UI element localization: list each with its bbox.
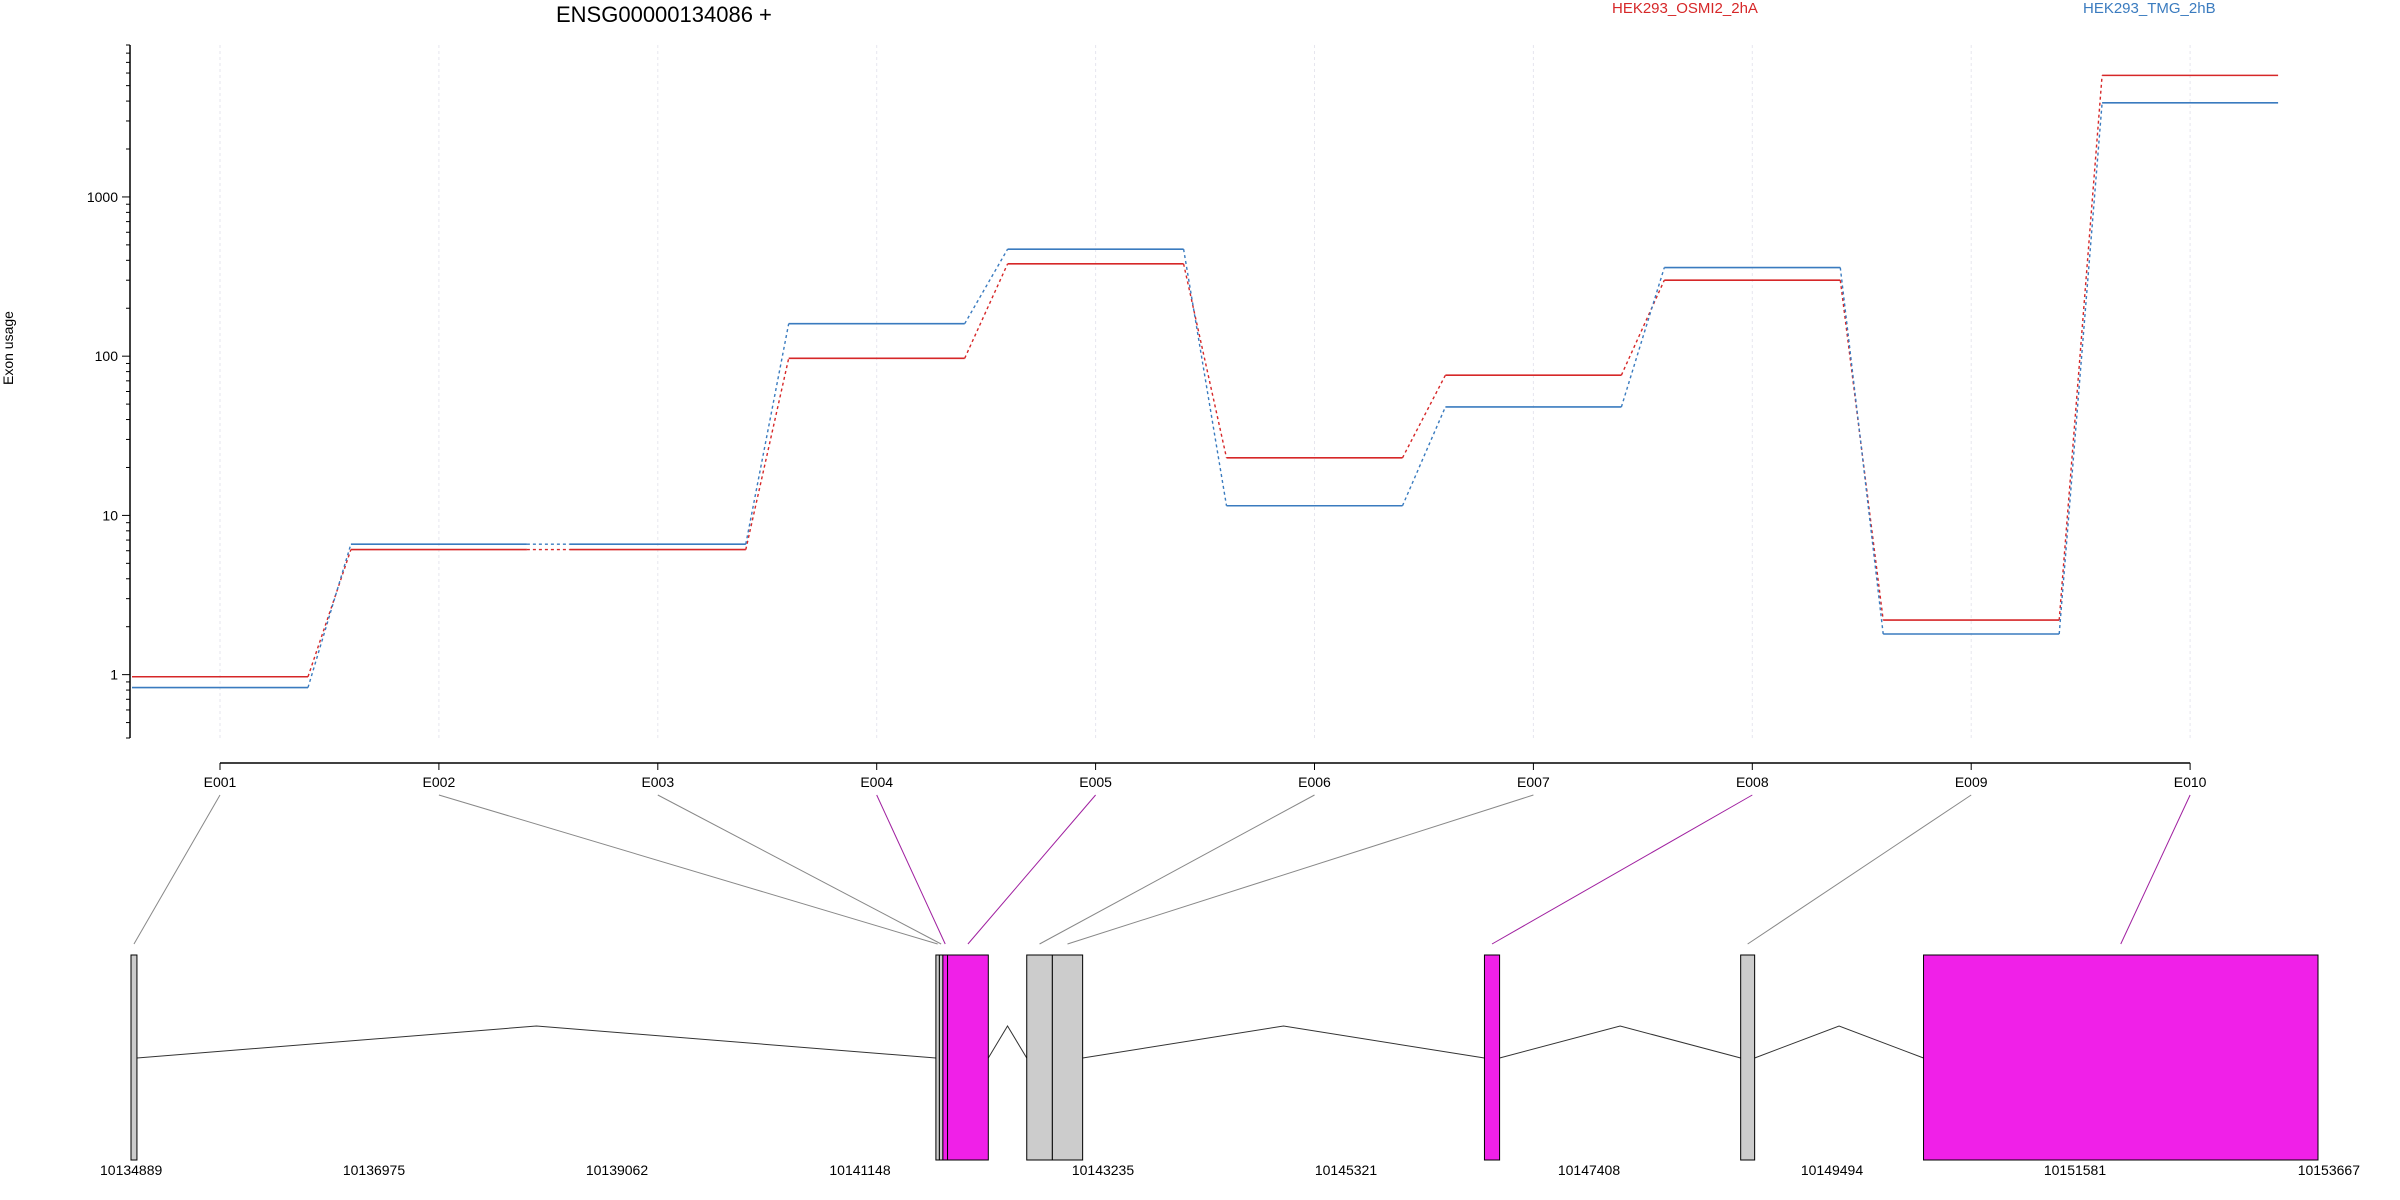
y-tick-label: 100 [95, 348, 119, 364]
exon-e005 [947, 954, 989, 1161]
series-transition [1620, 279, 1665, 376]
series-transition [1401, 374, 1447, 459]
x-tick-label: E007 [1517, 774, 1550, 790]
connector-e003 [657, 794, 942, 945]
connector-e006 [1039, 794, 1315, 945]
coordinate-label: 10143235 [1072, 1162, 1135, 1178]
exon-e009 [1740, 954, 1756, 1161]
series-transition [1839, 280, 1884, 621]
series-transition [1182, 263, 1228, 458]
connector-e008 [1491, 794, 1753, 945]
connector-e005 [967, 794, 1096, 945]
series-lines [132, 74, 2279, 689]
series-transition [1620, 267, 1665, 408]
series-transition [1839, 267, 1884, 635]
exon-e002 [935, 954, 940, 1161]
series-tmg [132, 102, 2279, 689]
y-axis-label: Exon usage [0, 311, 16, 385]
intron [1082, 1025, 1485, 1059]
exon-e010 [1923, 954, 2319, 1161]
gene-model: 10134889 10136975 10139062 10141148 10143235… [100, 954, 2361, 1178]
coordinate-label: 10149494 [1801, 1162, 1864, 1178]
series-transition [745, 358, 790, 550]
series-transition [307, 549, 352, 677]
series-transition [307, 543, 352, 688]
x-tick-label: E009 [1955, 774, 1988, 790]
series-osmi2 [132, 74, 2279, 678]
y-axis: 1 10 100 1000 [87, 44, 131, 739]
chart-title: ENSG00000134086 + [556, 2, 772, 27]
series-transition [1182, 249, 1228, 506]
coordinate-label: 10134889 [100, 1162, 163, 1178]
connector-e007 [1067, 794, 1534, 945]
exon-e007 [1051, 954, 1084, 1161]
series-transition [964, 263, 1009, 359]
coordinate-label: 10151581 [2044, 1162, 2107, 1178]
x-tick-label: E002 [423, 774, 456, 790]
exon-e003 [938, 954, 944, 1161]
series-transition [745, 323, 790, 545]
exon-connectors [133, 794, 2191, 945]
x-tick-label: E006 [1298, 774, 1331, 790]
exon-e006 [1026, 954, 1053, 1161]
x-tick-label: E005 [1079, 774, 1112, 790]
series-transition [1401, 406, 1447, 507]
series-transition [2058, 102, 2103, 635]
coordinate-label: 10139062 [586, 1162, 649, 1178]
series-transition [2058, 75, 2103, 621]
intron [1499, 1025, 1741, 1059]
x-tick-label: E010 [2174, 774, 2207, 790]
vertical-grid [219, 45, 2191, 738]
intron [1754, 1025, 1924, 1059]
connector-e009 [1747, 794, 1972, 945]
connector-e001 [133, 794, 221, 945]
coordinate-label: 10145321 [1315, 1162, 1378, 1178]
exon-e008 [1483, 954, 1501, 1161]
connector-e002 [438, 794, 938, 945]
intron [987, 1025, 1028, 1059]
y-tick-label: 1 [110, 667, 118, 683]
y-tick-label: 10 [102, 507, 118, 523]
y-tick-label: 1000 [87, 189, 118, 205]
coordinate-label: 10141148 [829, 1162, 890, 1178]
coordinate-label: 10147408 [1558, 1162, 1621, 1178]
x-tick-label: E001 [204, 774, 237, 790]
legend-entry-osmi2: HEK293_OSMI2_2hA [1612, 0, 1758, 17]
x-tick-label: E004 [860, 774, 893, 790]
x-tick-label: E003 [641, 774, 674, 790]
intron [136, 1025, 936, 1059]
coordinate-label: 10136975 [343, 1162, 406, 1178]
x-tick-label: E008 [1736, 774, 1769, 790]
exon-e004 [942, 954, 949, 1161]
legend-entry-tmg: HEK293_TMG_2hB [2083, 0, 2216, 17]
coordinate-label: 10153667 [2298, 1162, 2361, 1178]
series-transition [964, 248, 1009, 325]
x-axis: E001 E002 E003 E004 E005 E006 E007 E008 E009 E010 [204, 762, 2207, 790]
exon-e001 [130, 954, 138, 1161]
connector-e004 [876, 794, 946, 945]
connector-e010 [2120, 794, 2191, 945]
